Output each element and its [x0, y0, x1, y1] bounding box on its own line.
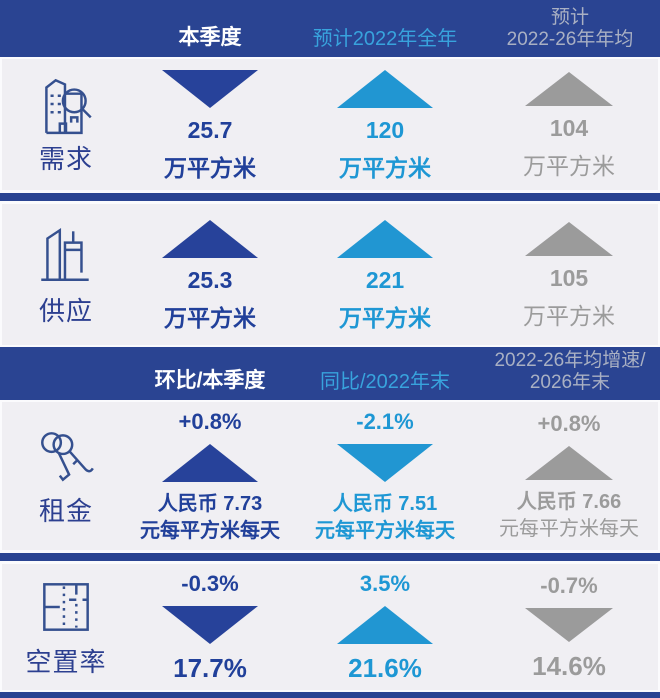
- header-yoy: 同比/2022年末: [319, 370, 451, 393]
- vacancy-cagr: -0.7% 14.6%: [480, 564, 658, 690]
- vacancy-qoq-change: -0.3%: [181, 570, 239, 596]
- vacancy-yoy-change: 3.5%: [359, 570, 411, 596]
- supply-current-unit: 万平方米: [164, 305, 256, 331]
- vacancy-cagr-change: -0.7%: [540, 572, 598, 598]
- metric-label-vacancy: 空置率: [25, 646, 107, 677]
- supply-avg-value: 105: [549, 265, 589, 291]
- header-bar-middle: 环比/本季度 同比/2022年末 2022-26年均增速/ 2026年末: [0, 347, 660, 400]
- header-forecast-avg-line2: 2022-26年年均: [506, 28, 634, 50]
- metric-supply: 供应: [2, 204, 130, 345]
- metric-label-demand: 需求: [38, 144, 93, 174]
- demand-current-value: 25.7: [187, 117, 233, 143]
- header-qoq: 环比/本季度: [154, 369, 266, 393]
- trend-triangle-icon: [525, 72, 613, 106]
- trend-triangle-icon: [337, 605, 433, 644]
- trend-triangle-icon: [337, 443, 433, 482]
- row-vacancy: 空置率 -0.3% 17.7% 3.5% 21.6% -0.7% 14.6%: [0, 562, 660, 692]
- rent-qoq-change: +0.8%: [178, 408, 242, 434]
- vacancy-current-value: 17.7%: [173, 652, 247, 683]
- demand-2022-unit: 万平方米: [339, 155, 431, 181]
- header-cagr-line2: 2026年末: [529, 371, 611, 393]
- rent-2026-value: 人民币 7.66: [516, 490, 622, 513]
- rent-yoy: -2.1% 人民币 7.51 元每平方米每天: [290, 402, 480, 550]
- trend-triangle-icon: [337, 220, 433, 258]
- section-divider: [0, 192, 660, 202]
- supply-2022-unit: 万平方米: [339, 305, 431, 331]
- trend-triangle-icon: [162, 605, 258, 644]
- section-divider: [0, 552, 660, 562]
- metric-label-supply: 供应: [38, 296, 93, 326]
- supply-2022-value: 221: [365, 267, 405, 293]
- supply-forecast-avg: 105 万平方米: [480, 204, 658, 345]
- trend-triangle-icon: [337, 70, 433, 108]
- demand-avg-value: 104: [549, 115, 589, 141]
- supply-avg-unit: 万平方米: [523, 303, 615, 329]
- rent-2022-value: 人民币 7.51: [332, 492, 438, 515]
- row-demand: 需求 25.7 万平方米 120 万平方米 104 万平方米: [0, 57, 660, 192]
- rent-2026-unit: 元每平方米每天: [499, 517, 639, 540]
- metric-demand: 需求: [2, 59, 130, 190]
- construction-buildings-icon: [33, 221, 99, 287]
- floorplan-icon: [33, 576, 99, 638]
- metric-label-rent: 租金: [38, 495, 93, 526]
- demand-forecast-2022: 120 万平方米: [290, 59, 480, 190]
- supply-current-quarter: 25.3 万平方米: [130, 204, 290, 345]
- header-cagr-line1: 2022-26年均增速/: [494, 350, 646, 372]
- rent-current-unit: 元每平方米每天: [140, 519, 280, 542]
- rent-cagr-change: +0.8%: [537, 410, 601, 436]
- rent-2022-unit: 元每平方米每天: [315, 519, 455, 542]
- metric-rent: 租金: [2, 402, 130, 550]
- demand-current-quarter: 25.7 万平方米: [130, 59, 290, 190]
- header-forecast-2022-26-avg: 预计 2022-26年年均: [480, 7, 660, 50]
- rent-cagr: +0.8% 人民币 7.66 元每平方米每天: [480, 402, 658, 550]
- vacancy-2026-value: 14.6%: [532, 650, 606, 681]
- building-magnifier-icon: [33, 73, 99, 135]
- bottom-bar: [0, 692, 660, 698]
- keys-icon: [33, 425, 99, 487]
- trend-triangle-icon: [525, 607, 613, 642]
- row-supply: 供应 25.3 万平方米 221 万平方米 105 万平方米: [0, 202, 660, 347]
- vacancy-2022-value: 21.6%: [348, 652, 422, 683]
- vacancy-qoq: -0.3% 17.7%: [130, 564, 290, 690]
- rent-yoy-change: -2.1%: [356, 408, 414, 434]
- supply-forecast-2022: 221 万平方米: [290, 204, 480, 345]
- demand-2022-value: 120: [365, 117, 405, 143]
- trend-triangle-icon: [162, 220, 258, 258]
- trend-triangle-icon: [525, 222, 613, 256]
- header-forecast-2022: 预计2022年全年: [312, 27, 458, 50]
- metric-vacancy: 空置率: [2, 564, 130, 690]
- header-current-quarter: 本季度: [178, 26, 242, 50]
- demand-forecast-avg: 104 万平方米: [480, 59, 658, 190]
- trend-triangle-icon: [525, 445, 613, 480]
- header-cagr: 2022-26年均增速/ 2026年末: [480, 350, 660, 393]
- vacancy-yoy: 3.5% 21.6%: [290, 564, 480, 690]
- trend-triangle-icon: [162, 70, 258, 108]
- header-forecast-avg-line1: 预计: [550, 7, 589, 29]
- supply-current-value: 25.3: [187, 267, 233, 293]
- rent-qoq: +0.8% 人民币 7.73 元每平方米每天: [130, 402, 290, 550]
- trend-triangle-icon: [162, 443, 258, 482]
- demand-current-unit: 万平方米: [164, 155, 256, 181]
- demand-avg-unit: 万平方米: [523, 153, 615, 179]
- row-rent: 租金 +0.8% 人民币 7.73 元每平方米每天 -2.1% 人民币 7.51…: [0, 400, 660, 552]
- rent-current-value: 人民币 7.73: [157, 492, 263, 515]
- header-bar-top: 本季度 预计2022年全年 预计 2022-26年年均: [0, 0, 660, 57]
